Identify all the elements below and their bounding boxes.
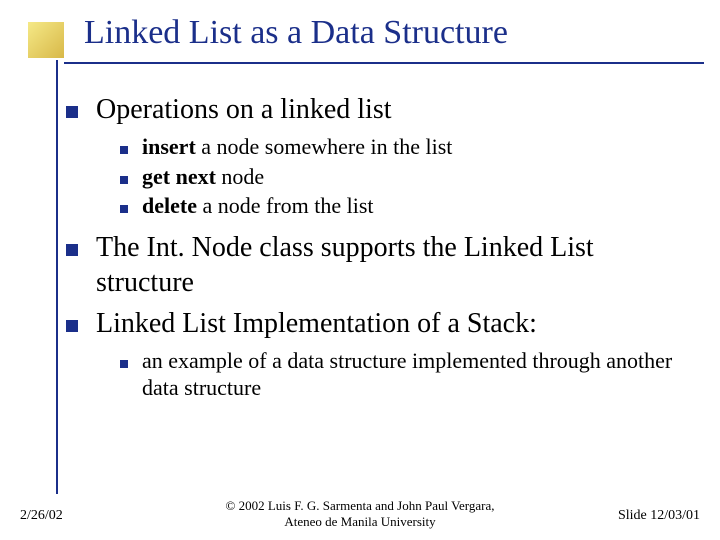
bullet-text: insert a node somewhere in the list — [142, 133, 452, 161]
accent-square — [28, 22, 64, 58]
bullet-icon — [66, 244, 78, 256]
list-item: delete a node from the list — [120, 192, 696, 220]
bullet-text: The Int. Node class supports the Linked … — [96, 230, 696, 300]
bullet-text: get next node — [142, 163, 264, 191]
slide-title: Linked List as a Data Structure — [84, 14, 508, 52]
bullet-icon — [120, 176, 128, 184]
bullet-text: Operations on a linked list — [96, 92, 392, 127]
slide-body: Operations on a linked list insert a nod… — [66, 92, 696, 404]
list-item: The Int. Node class supports the Linked … — [66, 230, 696, 300]
list-item: get next node — [120, 163, 696, 191]
accent-vertical-line — [56, 60, 58, 494]
bullet-text: delete a node from the list — [142, 192, 374, 220]
bullet-icon — [120, 205, 128, 213]
bullet-icon — [66, 320, 78, 332]
bullet-text: Linked List Implementation of a Stack: — [96, 306, 537, 341]
bullet-icon — [66, 106, 78, 118]
list-item: Linked List Implementation of a Stack: — [66, 306, 696, 341]
footer-date: 2/26/02 — [20, 508, 63, 524]
list-item: insert a node somewhere in the list — [120, 133, 696, 161]
bullet-icon — [120, 360, 128, 368]
footer-slide-number: Slide 12/03/01 — [618, 508, 700, 524]
footer-copyright: © 2002 Luis F. G. Sarmenta and John Paul… — [225, 498, 494, 531]
bullet-icon — [120, 146, 128, 154]
list-item: an example of a data structure implement… — [120, 347, 696, 402]
bullet-text: an example of a data structure implement… — [142, 347, 696, 402]
accent-horizontal-line — [64, 62, 704, 64]
list-item: Operations on a linked list — [66, 92, 696, 127]
